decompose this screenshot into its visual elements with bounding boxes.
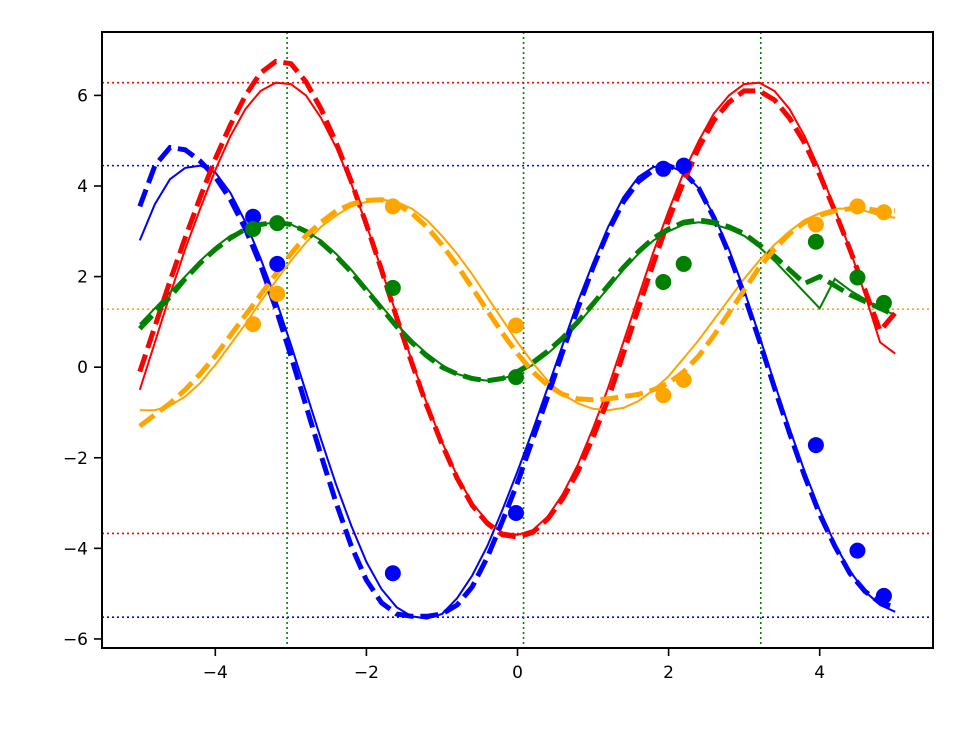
data-point-3-5 bbox=[675, 371, 692, 388]
data-point-2-4 bbox=[655, 274, 672, 291]
y-tick-label-4: 2 bbox=[77, 268, 88, 288]
data-point-0-8 bbox=[875, 587, 892, 604]
x-tick-label-2: 0 bbox=[512, 663, 523, 683]
dashed-lines bbox=[137, 58, 898, 619]
data-point-0-6 bbox=[807, 437, 824, 454]
y-axis: −6 −4 −2 0 2 4 6 bbox=[63, 86, 102, 650]
data-point-2-5 bbox=[675, 255, 692, 272]
data-point-3-8 bbox=[875, 204, 892, 221]
data-point-3-1 bbox=[269, 285, 286, 302]
data-markers bbox=[245, 157, 892, 604]
fit-line-1 bbox=[138, 81, 896, 536]
y-tick-label-6: 6 bbox=[77, 86, 88, 106]
dashed-line-1 bbox=[137, 58, 898, 540]
data-point-0-5 bbox=[675, 157, 692, 174]
data-point-0-1 bbox=[269, 255, 286, 272]
data-point-0-2 bbox=[384, 565, 401, 582]
x-tick-label-1: −2 bbox=[354, 663, 379, 683]
data-point-2-8 bbox=[875, 294, 892, 311]
data-point-2-0 bbox=[245, 221, 262, 238]
fit-line-0 bbox=[138, 164, 896, 620]
x-tick-label-4: 4 bbox=[814, 663, 825, 683]
dashed-line-0 bbox=[137, 144, 896, 619]
data-point-3-2 bbox=[384, 198, 401, 215]
data-point-2-7 bbox=[849, 269, 866, 286]
y-tick-label-3: 0 bbox=[77, 358, 88, 378]
data-point-2-3 bbox=[507, 369, 524, 386]
y-tick-label-0: −6 bbox=[63, 630, 88, 650]
data-point-0-4 bbox=[655, 160, 672, 177]
data-point-3-0 bbox=[245, 316, 262, 333]
x-tick-label-0: −4 bbox=[203, 663, 228, 683]
dashed-line-3 bbox=[138, 197, 896, 429]
x-axis: −4 −2 0 2 4 bbox=[203, 648, 825, 683]
y-tick-label-1: −4 bbox=[63, 539, 88, 559]
data-point-2-1 bbox=[269, 215, 286, 232]
y-tick-label-5: 4 bbox=[77, 177, 88, 197]
data-point-3-6 bbox=[807, 216, 824, 233]
y-tick-label-2: −2 bbox=[63, 449, 88, 469]
data-point-2-2 bbox=[384, 279, 401, 296]
reference-lines bbox=[102, 32, 933, 648]
data-point-2-6 bbox=[807, 233, 824, 250]
data-point-0-3 bbox=[507, 505, 524, 522]
data-point-3-7 bbox=[849, 198, 866, 215]
data-point-0-0 bbox=[245, 208, 262, 225]
data-point-3-3 bbox=[507, 317, 524, 334]
x-tick-label-3: 2 bbox=[663, 663, 674, 683]
data-point-3-4 bbox=[655, 387, 672, 404]
data-point-0-7 bbox=[849, 542, 866, 559]
